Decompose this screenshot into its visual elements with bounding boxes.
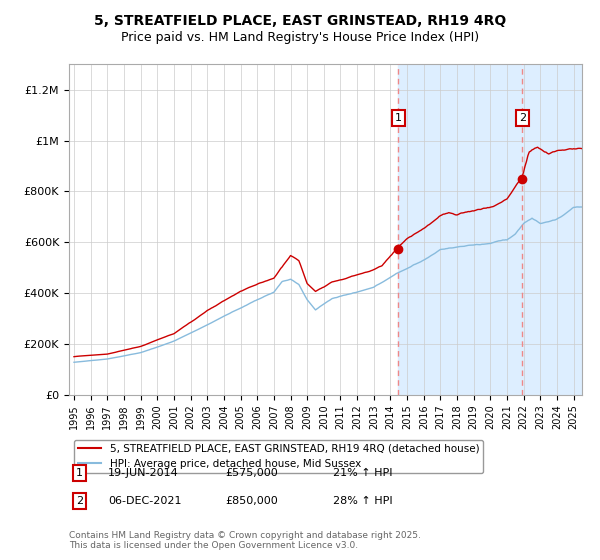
Text: £575,000: £575,000 bbox=[225, 468, 278, 478]
Legend: 5, STREATFIELD PLACE, EAST GRINSTEAD, RH19 4RQ (detached house), HPI: Average pr: 5, STREATFIELD PLACE, EAST GRINSTEAD, RH… bbox=[74, 440, 484, 473]
Text: 21% ↑ HPI: 21% ↑ HPI bbox=[333, 468, 392, 478]
Text: 1: 1 bbox=[76, 468, 83, 478]
Text: Contains HM Land Registry data © Crown copyright and database right 2025.
This d: Contains HM Land Registry data © Crown c… bbox=[69, 530, 421, 550]
Text: 2: 2 bbox=[519, 113, 526, 123]
Text: 28% ↑ HPI: 28% ↑ HPI bbox=[333, 496, 392, 506]
Text: Price paid vs. HM Land Registry's House Price Index (HPI): Price paid vs. HM Land Registry's House … bbox=[121, 31, 479, 44]
Text: 1: 1 bbox=[395, 113, 401, 123]
Text: 19-JUN-2014: 19-JUN-2014 bbox=[108, 468, 179, 478]
Text: 2: 2 bbox=[76, 496, 83, 506]
Text: 06-DEC-2021: 06-DEC-2021 bbox=[108, 496, 182, 506]
Text: £850,000: £850,000 bbox=[225, 496, 278, 506]
Text: 5, STREATFIELD PLACE, EAST GRINSTEAD, RH19 4RQ: 5, STREATFIELD PLACE, EAST GRINSTEAD, RH… bbox=[94, 14, 506, 28]
Bar bbox=[398, 64, 582, 395]
